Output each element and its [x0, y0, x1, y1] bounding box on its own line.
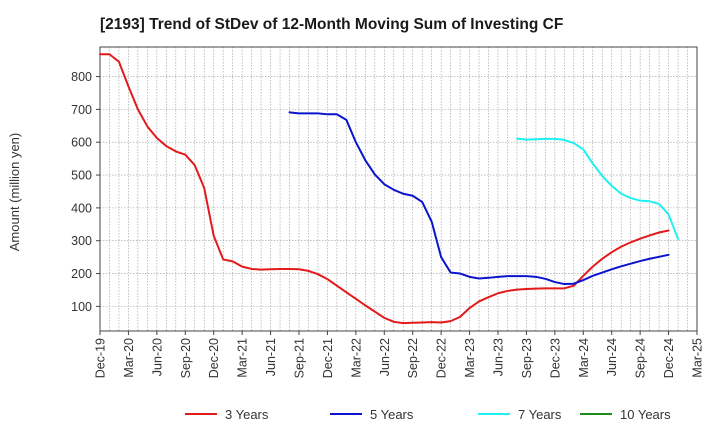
x-tick-label: Mar-24: [577, 338, 591, 378]
x-tick-label: Mar-22: [349, 338, 363, 378]
x-tick-label: Mar-23: [463, 338, 477, 378]
x-tick-label: Dec-20: [207, 338, 221, 378]
x-tick-label: Mar-25: [691, 338, 705, 378]
x-tick-label: Jun-21: [264, 338, 278, 376]
x-tick-label: Mar-20: [122, 338, 136, 378]
x-axis-ticks: Dec-19 Mar-20 Jun-20 Sep-20 Dec-20 Mar-21 Jun-…: [94, 331, 705, 378]
x-tick-label: Mar-21: [236, 338, 250, 378]
series-line-7-years: [515, 137, 680, 241]
grid-lines: [100, 47, 697, 331]
x-tick-label: Dec-21: [321, 338, 335, 378]
y-tick-label: 200: [71, 267, 92, 281]
x-tick-label: Jun-20: [150, 338, 164, 376]
x-tick-label: Sep-23: [520, 338, 534, 378]
x-tick-label: Jun-23: [492, 338, 506, 376]
y-tick-label: 700: [71, 103, 92, 117]
y-tick-label: 300: [71, 234, 92, 248]
y-tick-label: 600: [71, 136, 92, 150]
y-tick-label: 500: [71, 169, 92, 183]
y-tick-label: 100: [71, 300, 92, 314]
x-tick-label: Jun-22: [378, 338, 392, 376]
x-tick-label: Dec-19: [94, 338, 108, 378]
legend-label: 7 Years: [518, 407, 562, 422]
x-tick-label: Sep-20: [179, 338, 193, 378]
x-tick-label: Jun-24: [605, 338, 619, 376]
y-axis-ticks: 100 200 300 400 500 600 700 800: [71, 70, 100, 314]
x-tick-label: Dec-24: [662, 338, 676, 378]
series-line-3-years: [99, 53, 670, 325]
legend-label: 5 Years: [370, 407, 414, 422]
y-tick-label: 800: [71, 70, 92, 84]
x-tick-label: Sep-24: [634, 338, 648, 378]
chart-title: [2193] Trend of StDev of 12-Month Moving…: [100, 16, 564, 33]
x-tick-label: Sep-21: [293, 338, 307, 378]
x-tick-label: Sep-22: [406, 338, 420, 378]
plot-area: [99, 46, 698, 332]
legend: 3 Years 5 Years 7 Years 10 Years: [185, 407, 671, 422]
x-tick-label: Dec-22: [435, 338, 449, 378]
x-tick-label: Dec-23: [548, 338, 562, 378]
y-tick-label: 400: [71, 201, 92, 215]
y-axis-label: Amount (million yen): [7, 133, 22, 252]
series-line-5-years: [288, 111, 670, 286]
legend-label: 3 Years: [225, 407, 269, 422]
legend-label: 10 Years: [620, 407, 671, 422]
series-lines: [99, 53, 680, 325]
